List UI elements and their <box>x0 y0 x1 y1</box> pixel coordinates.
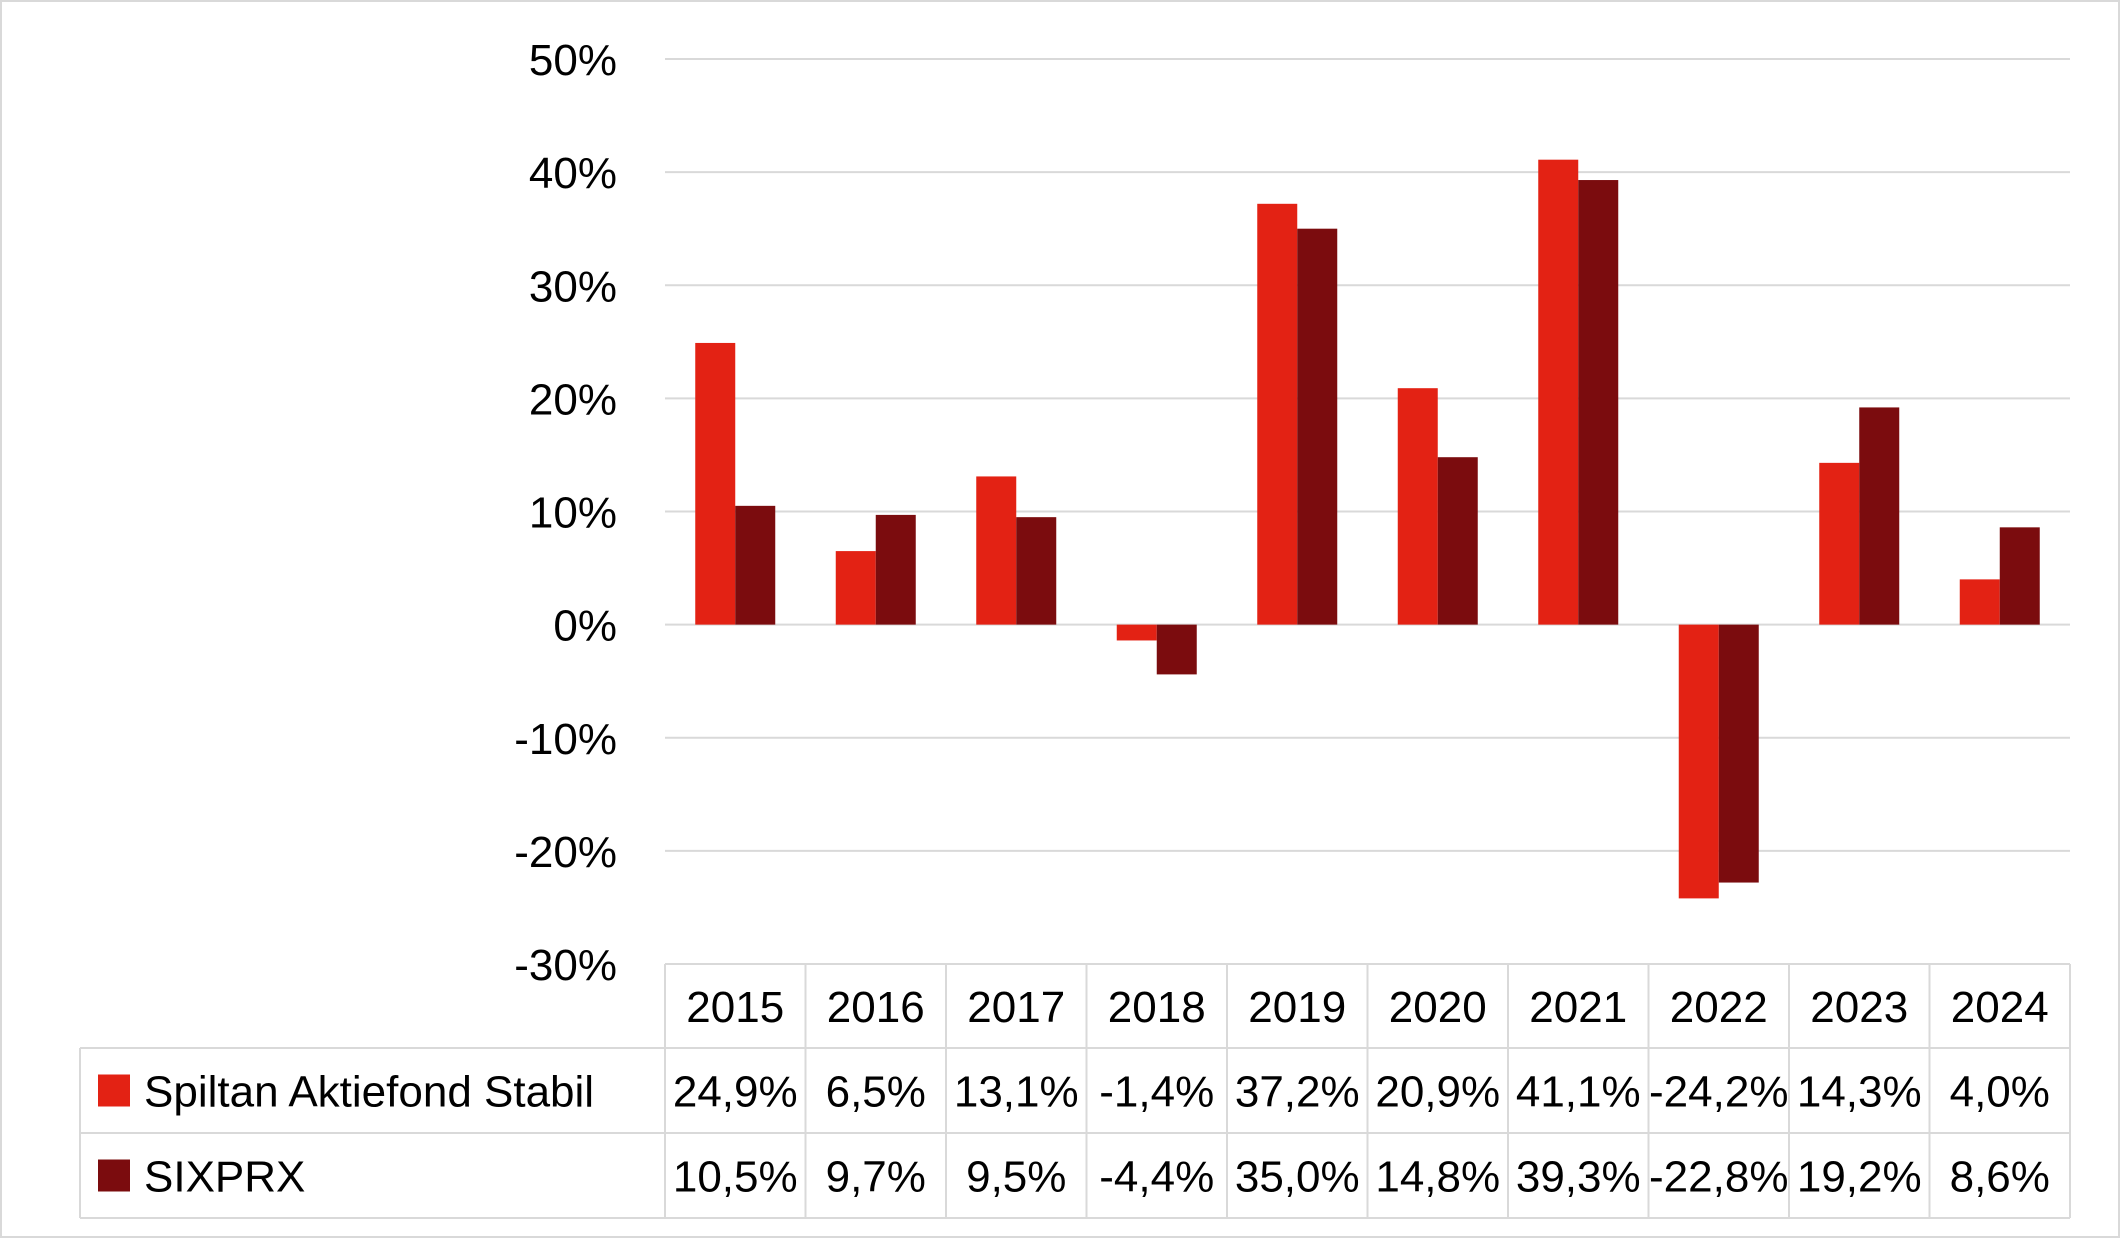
bar-spiltan-aktiefond-stabil-2019 <box>1257 203 1298 625</box>
bar-spiltan-aktiefond-stabil-2021 <box>1538 159 1579 625</box>
data-label: 8,6% <box>1950 1153 2050 1202</box>
data-label: 9,7% <box>826 1153 926 1202</box>
y-tick-label: 40% <box>529 149 617 198</box>
bar-sixprx-2023 <box>1859 407 1900 625</box>
x-tick-label: 2020 <box>1389 983 1487 1032</box>
x-tick-label: 2022 <box>1670 983 1768 1032</box>
legend-key <box>98 1159 130 1192</box>
data-label: 37,2% <box>1235 1068 1360 1117</box>
data-label: 10,5% <box>673 1153 798 1202</box>
y-tick-label: -30% <box>514 941 617 990</box>
data-label: 14,8% <box>1375 1153 1500 1202</box>
bar-sixprx-2021 <box>1578 180 1619 625</box>
bar-spiltan-aktiefond-stabil-2016 <box>835 551 876 625</box>
data-label: 20,9% <box>1375 1068 1500 1117</box>
legend-label: Spiltan Aktiefond Stabil <box>144 1068 594 1117</box>
y-tick-label: 20% <box>529 375 617 424</box>
y-tick-label: -10% <box>514 715 617 764</box>
data-label: 6,5% <box>826 1068 926 1117</box>
x-tick-label: 2017 <box>967 983 1065 1032</box>
x-tick-label: 2016 <box>827 983 925 1032</box>
x-tick-label: 2023 <box>1810 983 1908 1032</box>
legend-key <box>98 1074 130 1107</box>
bar-spiltan-aktiefond-stabil-2020 <box>1397 388 1438 625</box>
legend-label: SIXPRX <box>144 1153 305 1202</box>
x-tick-label: 2019 <box>1248 983 1346 1032</box>
data-label: 9,5% <box>966 1153 1066 1202</box>
y-tick-label: 10% <box>529 489 617 538</box>
bar-sixprx-2022 <box>1718 624 1759 883</box>
data-label: -1,4% <box>1099 1068 1214 1117</box>
data-label: 41,1% <box>1516 1068 1641 1117</box>
bar-sixprx-2018 <box>1156 624 1197 675</box>
y-tick-label: 50% <box>529 36 617 85</box>
data-label: 4,0% <box>1950 1068 2050 1117</box>
x-tick-label: 2024 <box>1951 983 2049 1032</box>
data-label: 14,3% <box>1797 1068 1922 1117</box>
data-label: 24,9% <box>673 1068 798 1117</box>
y-tick-label: 0% <box>553 602 617 651</box>
x-tick-label: 2021 <box>1529 983 1627 1032</box>
bar-spiltan-aktiefond-stabil-2023 <box>1819 462 1860 625</box>
bar-sixprx-2024 <box>1999 527 2040 625</box>
data-label: 13,1% <box>954 1068 1079 1117</box>
y-tick-label: 30% <box>529 262 617 311</box>
bar-spiltan-aktiefond-stabil-2015 <box>695 342 736 625</box>
bar-spiltan-aktiefond-stabil-2024 <box>1959 579 2000 625</box>
bar-spiltan-aktiefond-stabil-2018 <box>1116 624 1157 641</box>
bar-spiltan-aktiefond-stabil-2017 <box>976 476 1017 625</box>
x-tick-label: 2015 <box>686 983 784 1032</box>
y-tick-label: -20% <box>514 828 617 877</box>
data-label: -22,8% <box>1649 1153 1788 1202</box>
data-label: 19,2% <box>1797 1153 1922 1202</box>
data-label: -4,4% <box>1099 1153 1214 1202</box>
bar-sixprx-2020 <box>1437 457 1478 625</box>
bar-spiltan-aktiefond-stabil-2022 <box>1678 624 1719 899</box>
data-label: 39,3% <box>1516 1153 1641 1202</box>
data-label: -24,2% <box>1649 1068 1788 1117</box>
bar-sixprx-2015 <box>735 505 776 625</box>
x-tick-label: 2018 <box>1108 983 1206 1032</box>
bar-sixprx-2016 <box>875 514 916 625</box>
data-label: 35,0% <box>1235 1153 1360 1202</box>
bar-sixprx-2019 <box>1297 228 1338 625</box>
bar-sixprx-2017 <box>1016 517 1057 625</box>
